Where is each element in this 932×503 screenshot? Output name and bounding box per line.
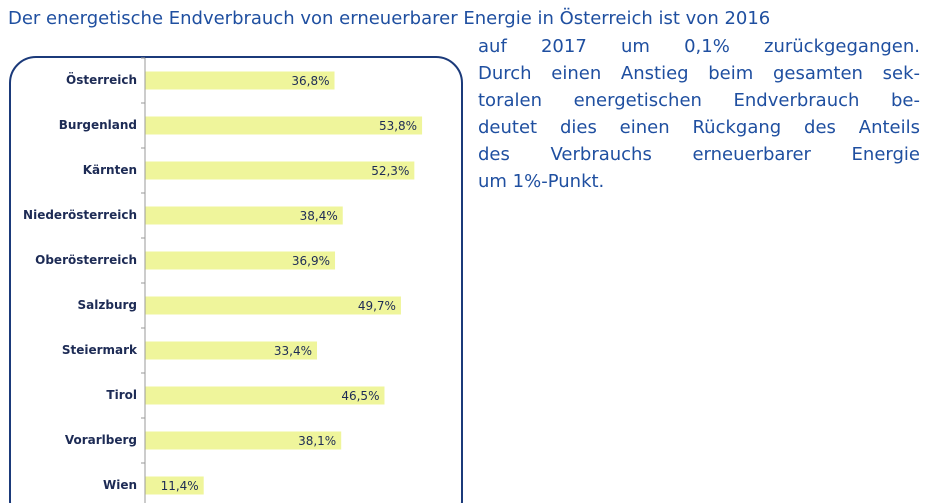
value-label: 46,5% (341, 389, 379, 403)
text-line: deutet dies einen Rückgang des Anteils (478, 117, 920, 138)
bar (145, 251, 336, 270)
text-line: Durch einen Anstieg beim gesamten sek- (478, 63, 920, 84)
value-label: 38,1% (298, 434, 336, 448)
category-label: Vorarlberg (65, 433, 137, 447)
category-label: Österreich (66, 72, 137, 87)
value-label: 33,4% (274, 344, 312, 358)
text-line: Der energetische Endverbrauch von erneue… (8, 8, 771, 29)
bar (145, 431, 342, 450)
chart-frame (9, 56, 463, 503)
bar (145, 116, 423, 135)
bar (145, 386, 385, 405)
category-label: Kärnten (83, 163, 137, 177)
value-label: 53,8% (379, 119, 417, 133)
bar (145, 206, 343, 225)
value-label: 52,3% (371, 164, 409, 178)
category-label: Oberösterreich (35, 253, 137, 267)
bar (145, 296, 401, 315)
text-line: toralen energetischen Endverbrauch be- (478, 90, 920, 111)
text-line: um 1%-Punkt. (478, 171, 605, 192)
value-label: 36,8% (291, 74, 329, 88)
category-label: Salzburg (78, 298, 137, 312)
bar (145, 476, 204, 495)
category-label: Steiermark (62, 343, 138, 357)
bar (145, 71, 335, 90)
value-label: 38,4% (300, 209, 338, 223)
category-label: Niederösterreich (23, 208, 137, 222)
bar (145, 161, 415, 180)
bar (145, 341, 318, 360)
value-label: 49,7% (358, 299, 396, 313)
value-label: 11,4% (161, 479, 199, 493)
category-label: Tirol (106, 388, 137, 402)
value-label: 36,9% (292, 254, 330, 268)
text-line: des Verbrauchs erneuerbarer Energie (478, 144, 920, 165)
text-line: auf 2017 um 0,1% zurückgegangen. (478, 36, 920, 57)
category-label: Wien (103, 478, 137, 492)
category-label: Burgenland (59, 118, 137, 132)
